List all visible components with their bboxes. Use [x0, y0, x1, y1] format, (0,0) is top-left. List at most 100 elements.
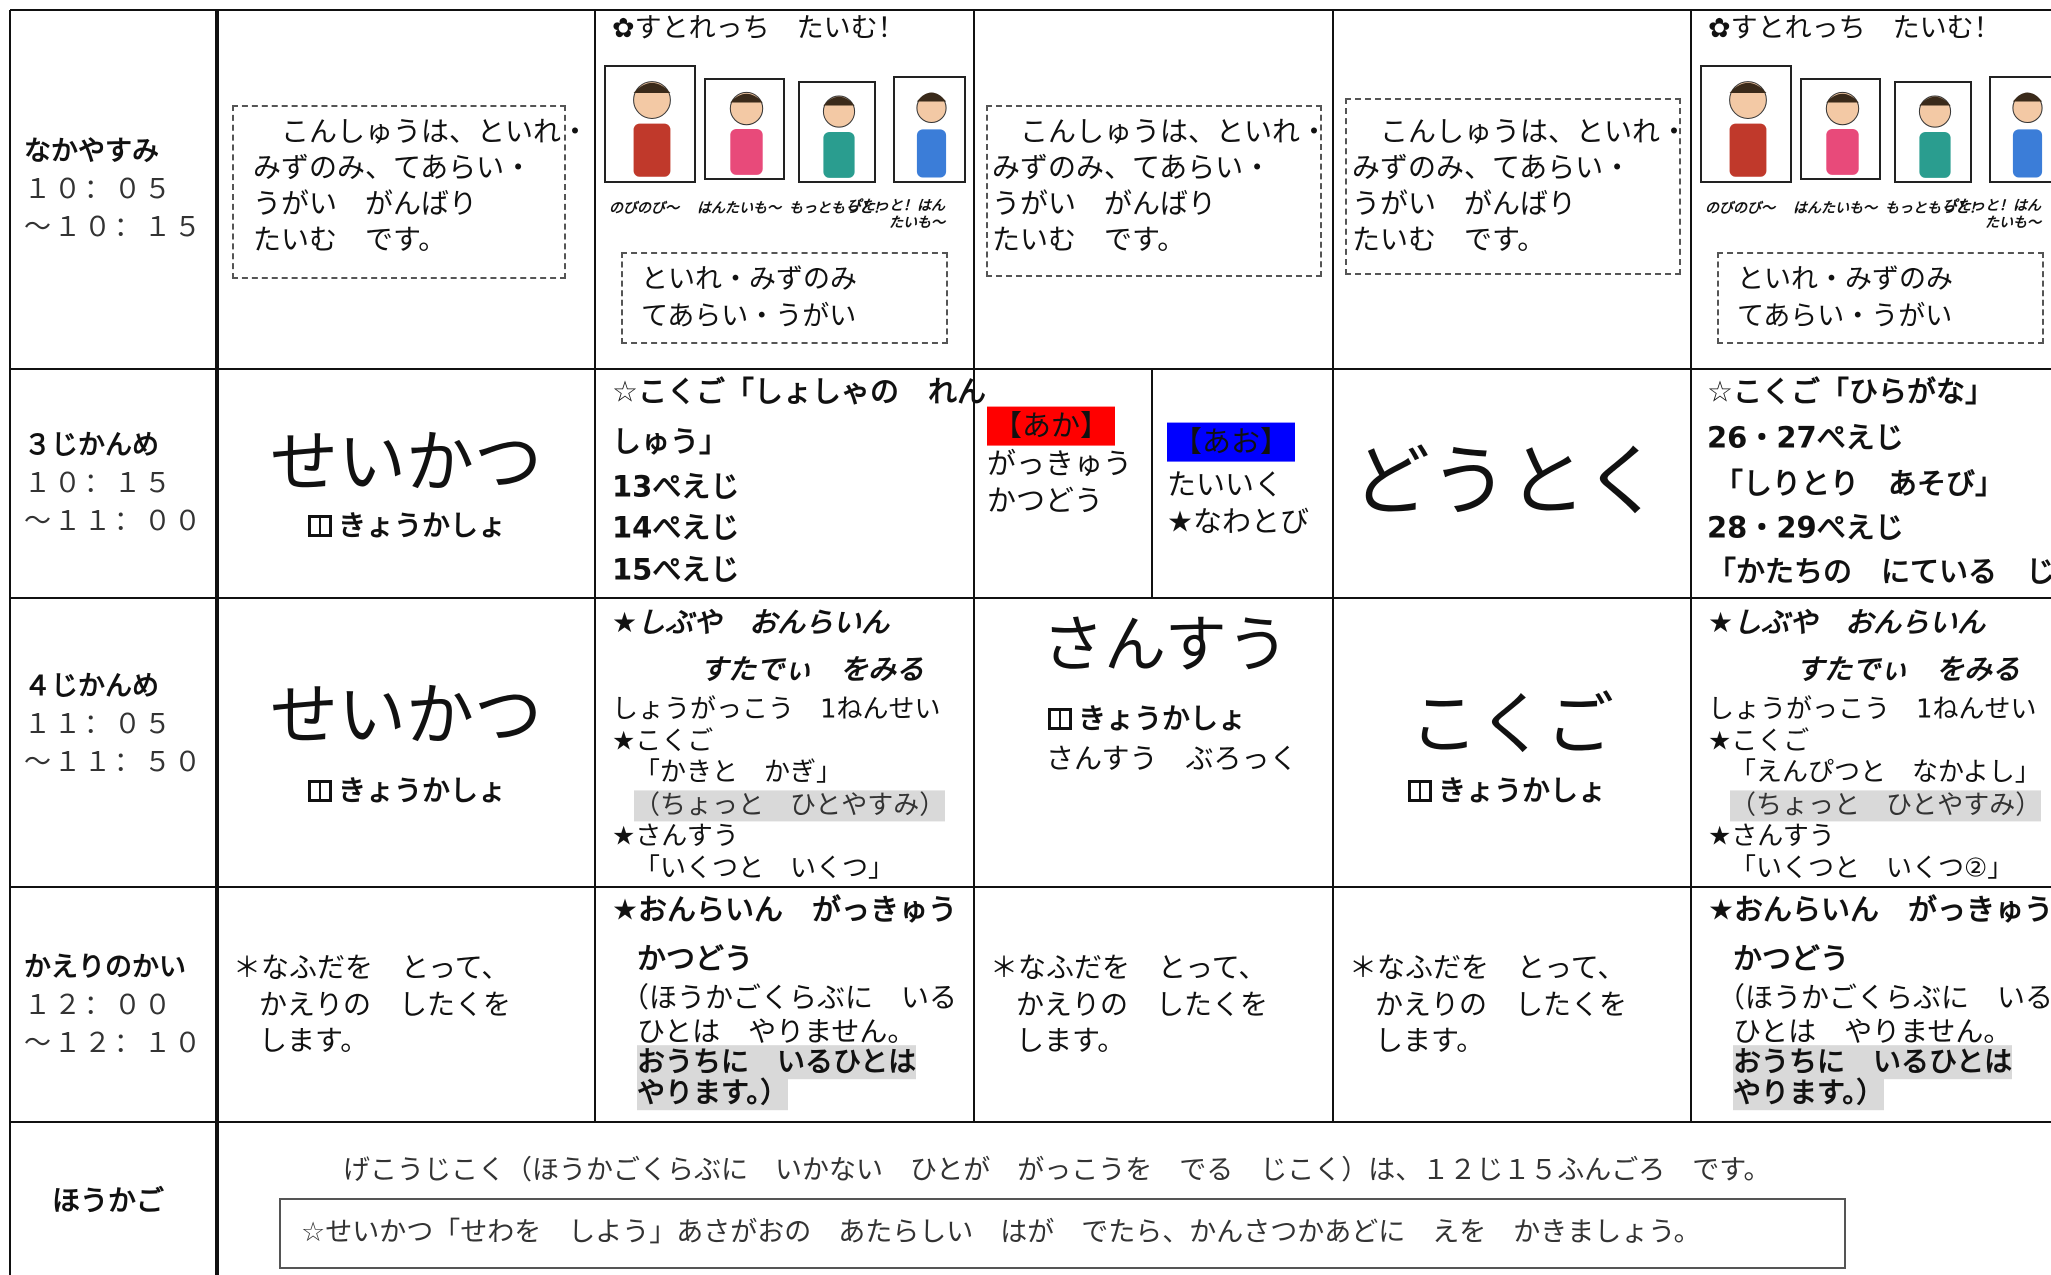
lesson-line: 26・27ぺえじ [1707, 420, 1904, 455]
closing-line: かつどう [1733, 941, 1850, 976]
period-label: ４じかんめ [24, 670, 159, 702]
period-time: ～１１：００ [24, 505, 204, 537]
lesson-line: ☆こくご「しょしゃの れん [612, 374, 986, 409]
lesson-line: 15ぺえじ [612, 552, 740, 587]
illustration [604, 65, 696, 183]
grid-line [10, 1121, 2051, 1123]
dashed-box [1345, 98, 1681, 275]
illustration [1894, 81, 1972, 183]
figure [1729, 81, 1767, 177]
period-label: なかやすみ [24, 135, 159, 167]
closing-line: （ほうかごくらぶに いる [621, 981, 958, 1015]
period-time: １０：０５ [24, 173, 174, 205]
note-line: てあらい・うがい [1737, 300, 1953, 332]
caption: もっともっと！ [789, 200, 887, 217]
grid-line [1690, 10, 1692, 1122]
textbook-label: きょうかしょ [1078, 702, 1247, 736]
closing-line: やります。） [637, 1076, 789, 1110]
lesson-line: すたでぃ をみる [700, 653, 925, 687]
grid-line [1151, 369, 1153, 598]
stretch-heading: ✿すとれっち たいむ！ [1708, 12, 2001, 44]
dashed-box [232, 105, 566, 279]
lesson-line: （ちょっと ひとやすみ） [1730, 790, 2042, 822]
book-icon [306, 778, 334, 804]
closing-line: （ほうかごくらぶに いる [1717, 981, 2051, 1015]
caption: のびのび～ [609, 200, 679, 217]
note-line: こんしゅうは、といれ・ [1020, 115, 1329, 149]
period-label: かえりのかい [24, 951, 186, 983]
subject-title: せいかつ [269, 424, 543, 504]
grid-line [10, 368, 2051, 370]
lesson-line: すたでぃ をみる [1796, 653, 2021, 687]
lesson-line: ★しぶや おんらいん [612, 606, 890, 640]
closing-line: します。 [259, 1024, 369, 1058]
closing-line: かつどう [637, 941, 754, 976]
book-svg [1048, 708, 1072, 730]
closing-line: します。 [1016, 1024, 1126, 1058]
note-box [279, 1198, 1846, 1269]
note-line: てあらい・うがい [641, 300, 857, 332]
closing-line: します。 [1375, 1024, 1485, 1058]
note-line: たいむ です。 [253, 223, 447, 257]
closing-line: やります。） [1733, 1076, 1885, 1110]
period-time: １１：０５ [24, 708, 174, 740]
lesson-line: （ちょっと ひとやすみ） [634, 790, 946, 822]
stretch-heading: ✿すとれっち たいむ！ [612, 12, 905, 44]
period-time: ～１２：１０ [24, 1027, 204, 1059]
lesson-line: ★なわとび [1167, 504, 1309, 539]
closing-line: ＊なふだを とって、 [1349, 951, 1626, 985]
note-line: みずのみ、てあらい・ [253, 151, 533, 185]
lesson-line: さんすう ぶろっく [1046, 742, 1298, 776]
dashed-box [986, 105, 1322, 277]
lesson-line: 「かきと かぎ」 [634, 757, 843, 788]
after-note: げこうじこく（ほうかごくらぶに いかない ひとが がっこうを でる じこく）は、… [343, 1154, 1771, 1186]
figure [729, 91, 764, 175]
lesson-line: ★さんすう [612, 821, 739, 852]
subject-title: せいかつ [269, 677, 543, 757]
grid-line [10, 597, 2051, 599]
period-label: ほうかご [52, 1184, 165, 1218]
caption: もっともっと！ [1885, 200, 1983, 217]
note-line: こんしゅうは、といれ・ [1380, 115, 1689, 149]
closing-line: おうちに いるひとは [1733, 1045, 2013, 1079]
after-box-text: ☆せいかつ「せわを しよう」あさがおの あたらしい はが でたら、かんさつかあど… [301, 1216, 1701, 1248]
book-svg [308, 515, 332, 537]
closing-line: おうちに いるひとは [637, 1045, 917, 1079]
closing-line: ★おんらいん がっきゅう [1708, 892, 2051, 927]
note-line: といれ・みずのみ [641, 263, 857, 295]
note-line: こんしゅうは、といれ・ [281, 115, 590, 149]
closing-line: かえりの したくを [1016, 988, 1269, 1022]
period-time: １２：００ [24, 989, 174, 1021]
illustration [704, 78, 785, 180]
figure [633, 81, 671, 177]
caption: ぴたっと！はんたいも～ [1943, 198, 2041, 231]
illustration [1800, 78, 1881, 180]
lesson-line: たいいく [1167, 467, 1284, 502]
note-line: うがい がんばり [1352, 187, 1577, 221]
caption: はんたいも～ [1793, 200, 1877, 217]
note-line: みずのみ、てあらい・ [1352, 151, 1632, 185]
lesson-line: ☆こくご「ひらがな」 [1707, 374, 1994, 409]
lesson-line: 28・29ぺえじ [1707, 510, 1904, 545]
note-line: みずのみ、てあらい・ [992, 151, 1272, 185]
grid-line [10, 886, 2051, 888]
book-svg [1408, 780, 1432, 802]
grid-line [215, 10, 219, 1275]
closing-line: かえりの したくを [259, 988, 512, 1022]
illustration [1989, 76, 2051, 183]
lesson-line: 「しりとり あそび」 [1714, 466, 2005, 501]
lesson-line: 「えんぴつと なかよし」 [1730, 757, 2041, 788]
lesson-line: かつどう [987, 483, 1104, 518]
period-time: ～１０：１５ [24, 211, 204, 243]
lesson-line: ★さんすう [1708, 821, 1835, 852]
lesson-line: がっきゅう [987, 446, 1133, 481]
caption: のびのび～ [1705, 200, 1775, 217]
note-line: といれ・みずのみ [1737, 263, 1953, 295]
book-icon [1406, 778, 1434, 804]
lesson-line: 14ぺえじ [612, 510, 740, 545]
note-line: たいむ です。 [992, 223, 1186, 257]
closing-line: ひとは やりません。 [637, 1015, 916, 1049]
grid-line [1332, 10, 1334, 1122]
lesson-line: しょうがっこう 1ねんせい [1708, 694, 2037, 725]
